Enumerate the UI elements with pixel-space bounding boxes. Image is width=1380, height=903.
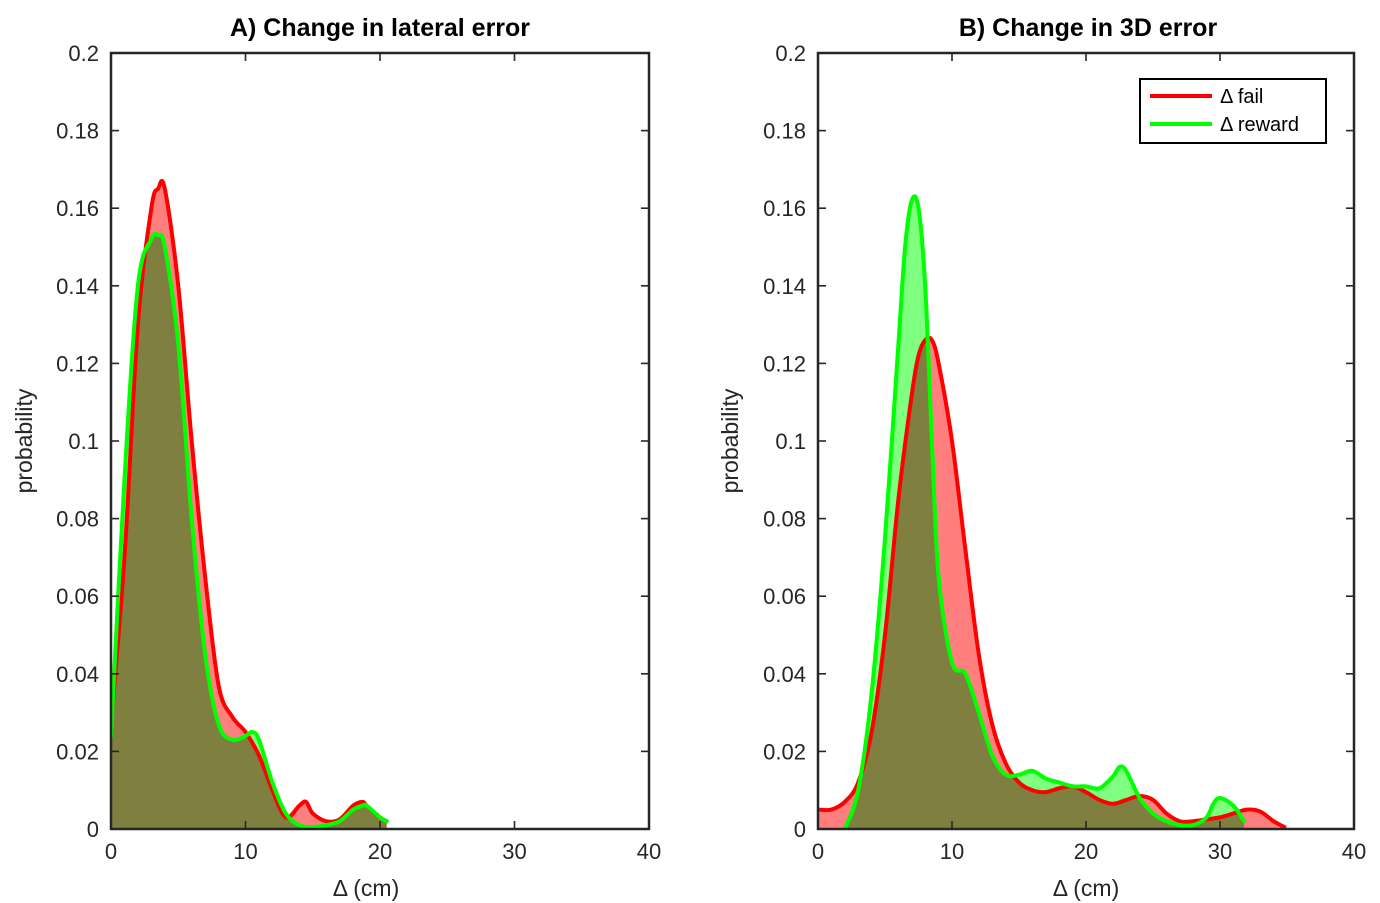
x-tick-label: 40 — [1342, 839, 1366, 864]
y-tick-label: 0.12 — [56, 351, 99, 376]
panel-b-xlabel: Δ (cm) — [1053, 875, 1119, 901]
y-tick-label: 0.04 — [763, 662, 806, 687]
panel-a-lines — [111, 178, 389, 829]
panel-b-ticks: 0 10 20 30 40 0 0.02 0.04 0.06 0.08 0.1 0.12 0.14 0.1… — [763, 41, 1366, 864]
panel-a-title: A) Change in lateral error — [230, 14, 530, 42]
y-tick-label: 0 — [794, 817, 806, 842]
y-tick-label: 0.02 — [763, 739, 806, 764]
panel-a: A) Change in lateral error 0 10 20 30 40 0 0.0… — [11, 14, 661, 901]
x-tick-label: 0 — [105, 839, 117, 864]
series-line-reward — [842, 194, 1247, 829]
y-tick-label: 0.2 — [68, 41, 99, 66]
series-line-reward — [111, 231, 389, 829]
y-tick-label: 0.14 — [763, 274, 806, 299]
x-tick-label: 10 — [940, 839, 964, 864]
x-tick-label: 40 — [637, 839, 661, 864]
y-tick-label: 0.14 — [56, 274, 99, 299]
x-tick-label: 30 — [1208, 839, 1232, 864]
y-tick-label: 0.16 — [763, 196, 806, 221]
y-tick-label: 0.1 — [775, 429, 806, 454]
x-tick-label: 20 — [1074, 839, 1098, 864]
y-tick-label: 0.08 — [56, 507, 99, 532]
panel-a-ylabel: probability — [11, 388, 37, 493]
panel-a-xlabel: Δ (cm) — [333, 875, 399, 901]
x-tick-label: 30 — [502, 839, 526, 864]
x-tick-label: 10 — [233, 839, 257, 864]
legend-label-reward: Δ reward — [1220, 114, 1299, 136]
y-tick-label: 0.04 — [56, 662, 99, 687]
y-tick-label: 0.12 — [763, 351, 806, 376]
y-tick-label: 0.08 — [763, 507, 806, 532]
y-tick-label: 0.02 — [56, 739, 99, 764]
panel-a-ticks: 0 10 20 30 40 0 0.02 0.04 0.06 0.08 0.1 0.12 0.14 0.1… — [56, 41, 661, 864]
y-tick-label: 0.18 — [763, 119, 806, 144]
legend-box — [1139, 78, 1327, 144]
panel-b: B) Change in 3D error 0 10 20 30 40 0 0.02 0.04… — [717, 14, 1366, 901]
panel-b-ylabel: probability — [717, 388, 743, 493]
panel-b-title: B) Change in 3D error — [959, 14, 1218, 42]
y-tick-label: 0.1 — [68, 429, 99, 454]
y-tick-label: 0.06 — [56, 584, 99, 609]
legend-label-fail: Δ fail — [1220, 86, 1263, 108]
y-tick-label: 0 — [87, 817, 99, 842]
panel-b-lines — [818, 194, 1287, 829]
y-tick-label: 0.06 — [763, 584, 806, 609]
y-tick-label: 0.18 — [56, 119, 99, 144]
y-tick-label: 0.2 — [775, 41, 806, 66]
y-tick-label: 0.16 — [56, 196, 99, 221]
x-tick-label: 20 — [368, 839, 392, 864]
x-tick-label: 0 — [812, 839, 824, 864]
area-reward — [844, 196, 1245, 829]
legend: Δ fail Δ reward — [1139, 78, 1327, 144]
